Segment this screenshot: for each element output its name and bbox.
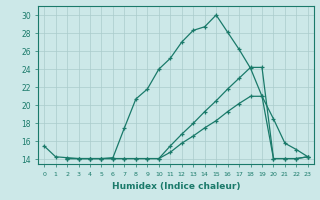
X-axis label: Humidex (Indice chaleur): Humidex (Indice chaleur) xyxy=(112,182,240,191)
